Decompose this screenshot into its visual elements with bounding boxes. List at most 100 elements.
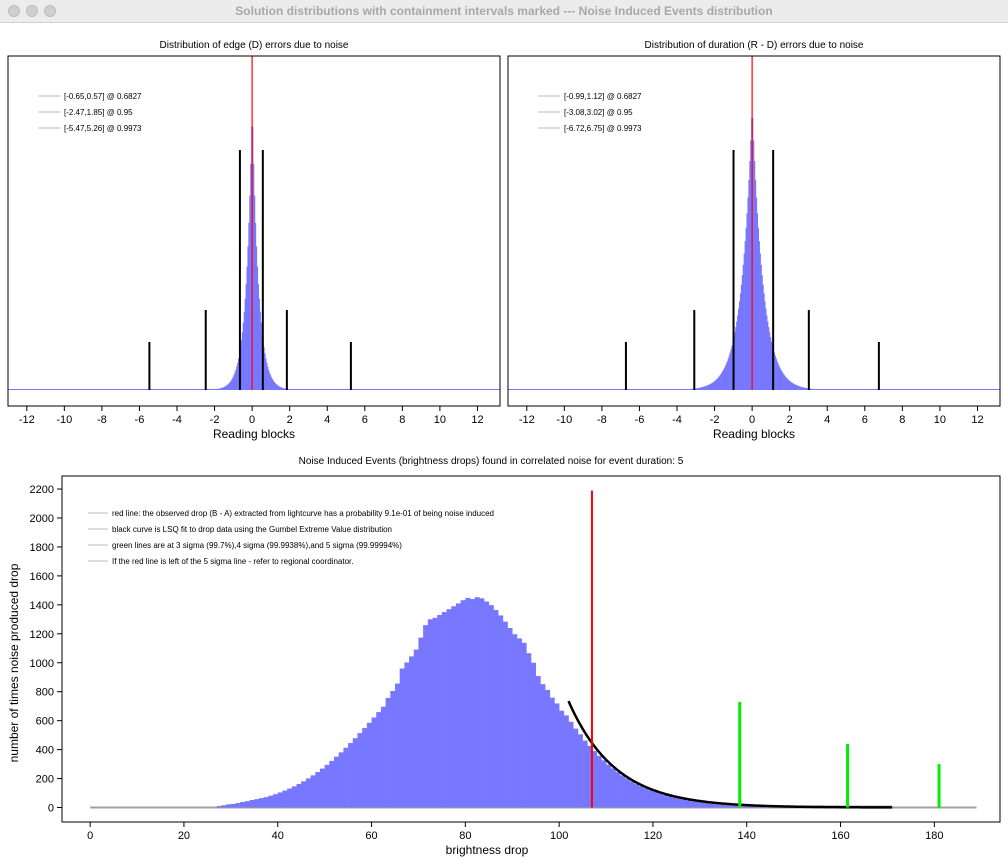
histogram-bar bbox=[193, 389, 196, 390]
histogram-bar bbox=[344, 389, 346, 390]
histogram-bar bbox=[638, 389, 640, 390]
histogram-bar bbox=[597, 389, 599, 390]
histogram-bar bbox=[916, 389, 918, 390]
minimize-window-button[interactable] bbox=[26, 5, 38, 17]
histogram-bar bbox=[559, 389, 561, 390]
histogram-bar bbox=[599, 389, 601, 390]
histogram-bar bbox=[591, 751, 597, 808]
histogram-bar bbox=[482, 389, 484, 390]
histogram-bar bbox=[784, 376, 787, 390]
histogram-bar bbox=[817, 389, 820, 390]
histogram-bar bbox=[704, 803, 710, 808]
histogram-bar bbox=[523, 389, 525, 390]
histogram-bar bbox=[71, 389, 74, 390]
histogram-bar bbox=[368, 389, 370, 390]
histogram-bar bbox=[282, 387, 284, 390]
histogram-bar bbox=[200, 389, 202, 390]
histogram-bar bbox=[403, 389, 405, 390]
histogram-bar bbox=[250, 163, 252, 390]
histogram-bar bbox=[521, 389, 523, 390]
y-tick-label: 1800 bbox=[30, 542, 54, 554]
histogram-bar bbox=[338, 752, 344, 808]
histogram-bar bbox=[717, 377, 719, 390]
histogram-bar bbox=[709, 803, 715, 808]
histogram-bar bbox=[433, 389, 435, 390]
histogram-bar bbox=[30, 389, 32, 390]
histogram-bar bbox=[380, 389, 382, 390]
histogram-bar bbox=[546, 389, 548, 390]
histogram-bar bbox=[100, 389, 102, 390]
histogram-bar bbox=[689, 389, 691, 390]
histogram-bar bbox=[209, 389, 212, 390]
histogram-bar bbox=[634, 389, 636, 390]
histogram-bar bbox=[96, 389, 98, 390]
histogram-bar bbox=[35, 389, 37, 390]
histogram-bar bbox=[428, 389, 430, 390]
histogram-bar bbox=[628, 389, 630, 390]
histogram-bar bbox=[315, 772, 321, 808]
histogram-bar bbox=[806, 388, 808, 390]
histogram-bar bbox=[177, 389, 179, 390]
histogram-bar bbox=[728, 355, 730, 390]
histogram-bar bbox=[169, 389, 171, 390]
histogram-bar bbox=[101, 389, 104, 390]
histogram-bar bbox=[416, 389, 418, 390]
histogram-bar bbox=[832, 389, 835, 390]
legend-entry: If the red line is left of the 5 sigma l… bbox=[112, 557, 353, 566]
histogram-bar bbox=[271, 379, 274, 390]
histogram-bar bbox=[495, 389, 497, 390]
histogram-bar bbox=[372, 389, 374, 390]
y-tick-label: 200 bbox=[36, 774, 54, 786]
x-tick-label: 6 bbox=[362, 414, 368, 426]
close-window-button[interactable] bbox=[8, 5, 20, 17]
histogram-bar bbox=[10, 389, 13, 390]
histogram-bar bbox=[188, 389, 190, 390]
histogram-bar bbox=[42, 389, 44, 390]
histogram-bar bbox=[710, 383, 713, 390]
histogram-bar bbox=[208, 389, 211, 390]
histogram-bar bbox=[370, 389, 372, 390]
histogram-bar bbox=[361, 389, 364, 390]
histogram-bar bbox=[640, 389, 642, 390]
histogram-bar bbox=[939, 389, 942, 390]
histogram-bar bbox=[179, 389, 182, 390]
histogram-bar bbox=[638, 786, 644, 808]
histogram-bar bbox=[563, 389, 565, 390]
histogram-bar bbox=[157, 389, 159, 390]
histogram-bar bbox=[687, 389, 689, 390]
histogram-bar bbox=[704, 386, 706, 390]
histogram-bar bbox=[488, 605, 494, 808]
histogram-bar bbox=[652, 389, 654, 390]
histogram-bar bbox=[166, 389, 168, 390]
histogram-bar bbox=[78, 389, 80, 390]
histogram-bar bbox=[173, 389, 175, 390]
zoom-window-button[interactable] bbox=[44, 5, 56, 17]
histogram-bar bbox=[61, 389, 63, 390]
histogram-bar bbox=[329, 389, 331, 390]
histogram-bar bbox=[839, 389, 841, 390]
histogram-bar bbox=[226, 804, 232, 808]
histogram-bar bbox=[920, 389, 922, 390]
histogram-bar bbox=[647, 389, 650, 390]
histogram-bar bbox=[298, 389, 300, 390]
histogram-bar bbox=[653, 389, 655, 390]
legend-entry: green lines are at 3 sigma (99.7%),4 sig… bbox=[112, 541, 402, 550]
histogram-bar bbox=[377, 389, 380, 390]
histogram-bar bbox=[347, 389, 350, 390]
histogram-bar bbox=[684, 389, 686, 390]
histogram-bar bbox=[283, 388, 285, 390]
histogram-bar bbox=[669, 389, 671, 390]
histogram-bar bbox=[887, 389, 889, 390]
histogram-bar bbox=[237, 362, 239, 390]
histogram-bar bbox=[422, 389, 424, 390]
histogram-bar bbox=[879, 389, 882, 390]
histogram-bar bbox=[167, 389, 169, 390]
x-tick-label: -4 bbox=[672, 414, 682, 426]
histogram-bar bbox=[228, 383, 230, 390]
histogram-bar bbox=[339, 389, 341, 390]
histogram-bar bbox=[303, 389, 305, 390]
x-tick-label: -8 bbox=[597, 414, 607, 426]
histogram-bar bbox=[928, 389, 930, 390]
histogram-bar bbox=[194, 389, 197, 390]
histogram-bar bbox=[516, 389, 518, 390]
